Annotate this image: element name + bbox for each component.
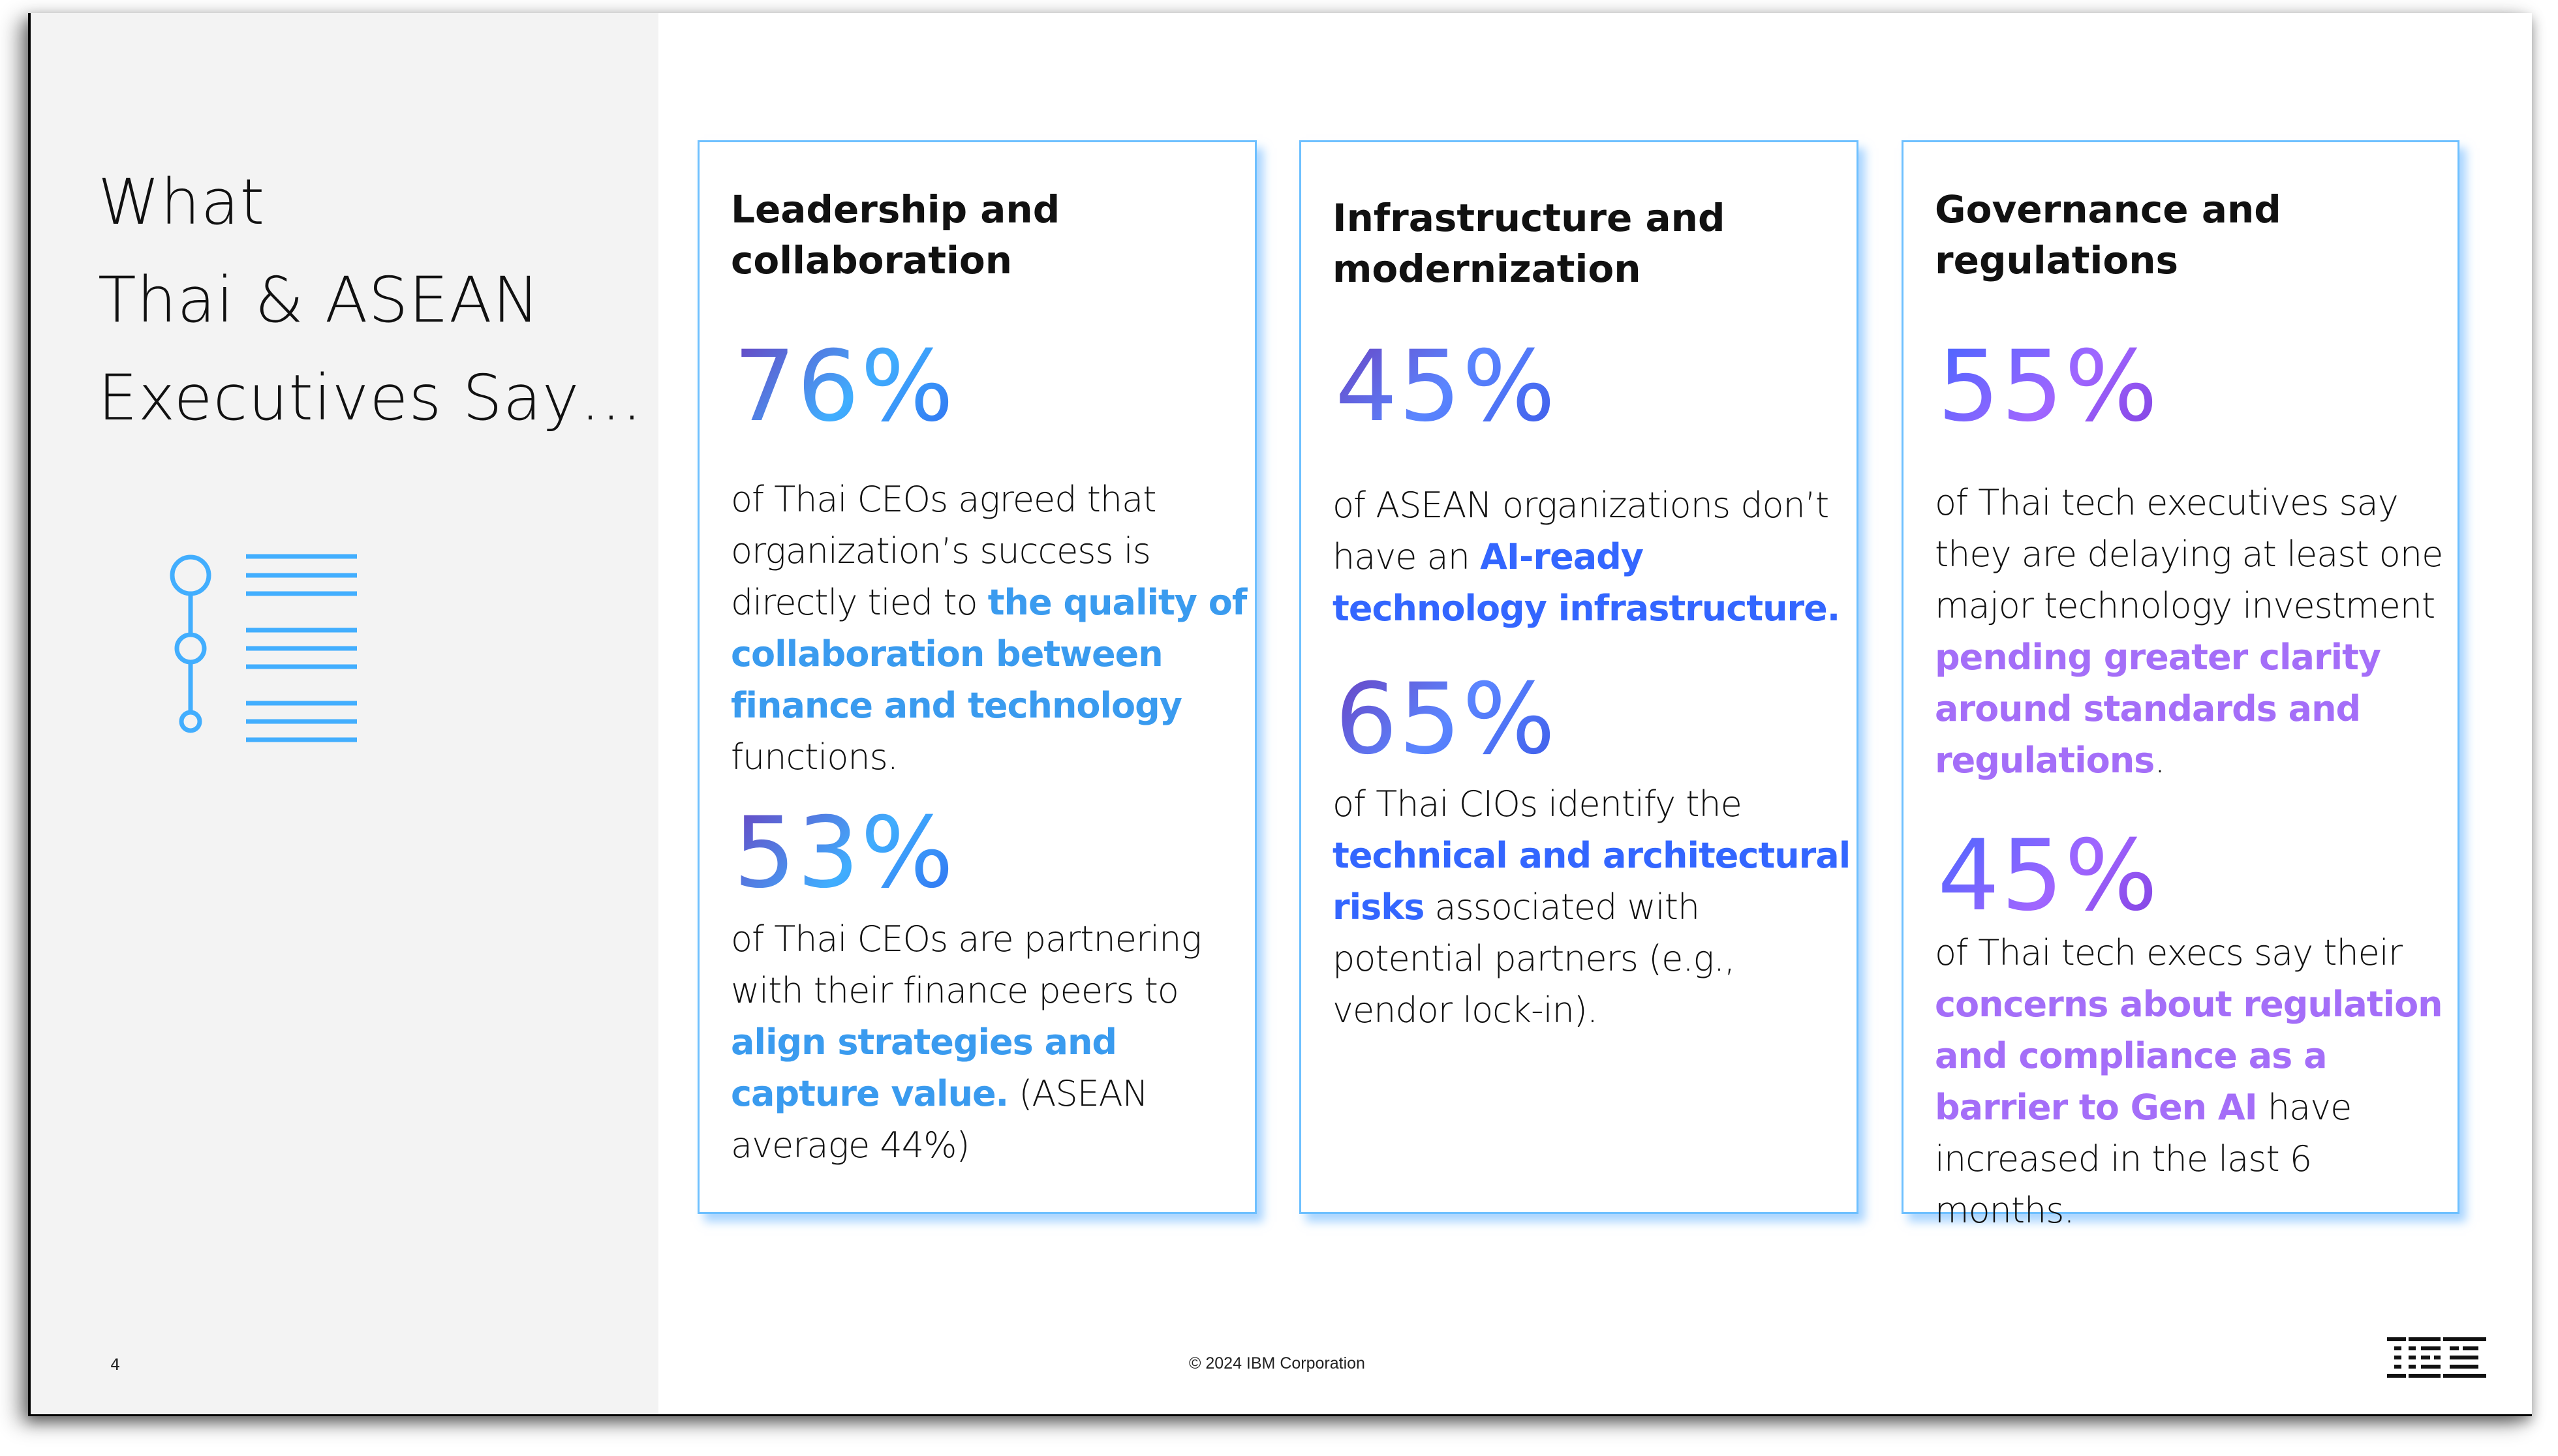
stat-highlight: concerns about regulation and compliance… — [1935, 984, 2443, 1128]
stat-value: 45% — [1335, 330, 1557, 444]
stat-description: of ASEAN organizations don’t have an AI-… — [1333, 479, 1855, 634]
slide-title: What Thai & ASEAN Executives Say… — [98, 166, 643, 434]
stat-text: of Thai tech execs say their — [1935, 932, 2403, 973]
stat-text: of Thai CIOs identify the — [1333, 783, 1742, 825]
timeline-list-icon — [170, 554, 357, 742]
stat-value: 55% — [1937, 330, 2159, 444]
stat-value: 76% — [733, 330, 955, 444]
stat-text: of ASEAN organizations don’t have an — [1333, 485, 1829, 577]
timeline-node-icon — [170, 554, 211, 596]
stat-text: of Thai CEOs are partnering with their f… — [731, 918, 1202, 1011]
stat-description: of Thai tech execs say their concerns ab… — [1935, 927, 2457, 1236]
stat-highlight: the quality of collaboration between fin… — [731, 582, 1247, 726]
card-governance: Governance and regulations 55% of Thai t… — [1902, 140, 2459, 1231]
stat-text: functions. — [731, 736, 899, 778]
stat-highlight: technical and architectural risks — [1333, 835, 1851, 928]
card-leadership: Leadership and collaboration 76% of Thai… — [698, 140, 1257, 1214]
card-heading: Governance and regulations — [1935, 187, 2281, 282]
stat-description: of Thai CEOs are partnering with their f… — [731, 913, 1253, 1171]
stat-text: . — [2154, 740, 2165, 781]
card-infrastructure: Infrastructure and modernization 45% of … — [1299, 140, 1858, 1214]
card-heading: Infrastructure and modernization — [1333, 196, 1725, 291]
stat-text: of Thai CEOs agreed that organization’s … — [731, 479, 1156, 623]
timeline-node-icon — [179, 710, 202, 733]
stat-highlight: align strategies and capture value. — [731, 1022, 1117, 1114]
stat-text: associated with potential partners (e.g.… — [1333, 887, 1735, 1031]
stat-text: have increased in the last 6 months. — [1935, 1087, 2352, 1231]
stat-text: of Thai tech executives say they are del… — [1935, 482, 2443, 626]
copyright-notice: © 2024 IBM Corporation — [1189, 1354, 1365, 1373]
slide: What Thai & ASEAN Executives Say… 4 — [28, 13, 2532, 1416]
stat-value: 53% — [733, 796, 955, 910]
stat-description: of Thai tech executives say they are del… — [1935, 477, 2457, 786]
stat-highlight: AI-ready technology infrastructure. — [1333, 536, 1840, 629]
stat-description: of Thai CIOs identify the technical and … — [1333, 778, 1855, 1036]
stat-highlight: pending greater clarity around standards… — [1935, 637, 2381, 781]
timeline-node-icon — [174, 632, 207, 665]
left-panel: What Thai & ASEAN Executives Say… 4 — [31, 13, 658, 1414]
stat-value: 65% — [1335, 663, 1557, 776]
card-heading: Leadership and collaboration — [731, 187, 1060, 282]
stat-text: (ASEAN average 44%) — [731, 1073, 1148, 1166]
page-number: 4 — [110, 1356, 121, 1374]
stat-description: of Thai CEOs agreed that organization’s … — [731, 474, 1253, 783]
ibm-logo-icon: IBM — [2387, 1337, 2486, 1379]
stat-value: 45% — [1937, 819, 2159, 933]
